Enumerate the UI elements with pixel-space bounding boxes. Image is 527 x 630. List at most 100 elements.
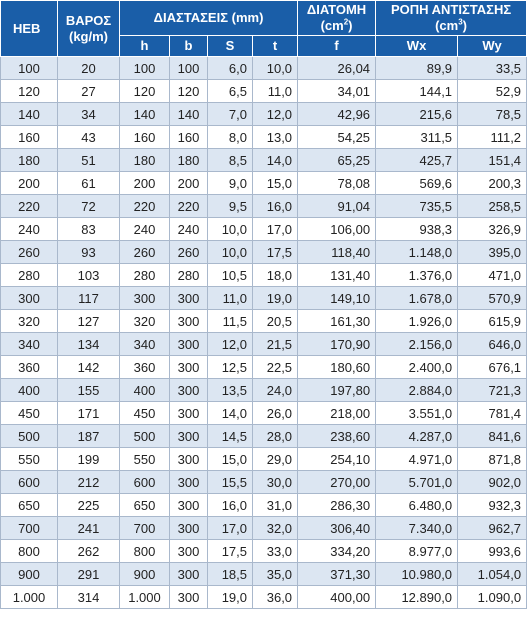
heb-cell: 550 xyxy=(0,447,58,471)
moment-column-header: ΡΟΠΗ ΑΝΤΙΣΤΑΣΗΣ (cm3) xyxy=(375,0,527,36)
wy-cell: 200,3 xyxy=(457,171,527,195)
weight-cell: 51 xyxy=(57,148,120,172)
wy-cell: 1.054,0 xyxy=(457,562,527,586)
f-cell: 218,00 xyxy=(297,401,377,425)
table-row: 900 291 900 300 18,5 35,0 371,30 10.980,0 1.054,… xyxy=(0,562,527,586)
wx-cell: 7.340,0 xyxy=(375,516,459,540)
b-cell: 300 xyxy=(169,378,208,402)
table-row: 280 103 280 280 10,5 18,0 131,40 1.376,0 471,0 xyxy=(0,263,527,287)
heb-cell: 140 xyxy=(0,102,58,126)
h-cell: 140 xyxy=(119,102,170,126)
s-cell: 9,0 xyxy=(207,171,253,195)
b-cell: 300 xyxy=(169,539,208,563)
heb-cell: 120 xyxy=(0,79,58,103)
h-cell: 120 xyxy=(119,79,170,103)
moment-header-line2: (cm3) xyxy=(435,17,467,33)
f-cell: 26,04 xyxy=(297,56,377,80)
wx-cell: 4.971,0 xyxy=(375,447,459,471)
f-column-header: f xyxy=(297,35,377,57)
table-row: 320 127 320 300 11,5 20,5 161,30 1.926,0 615,9 xyxy=(0,309,527,333)
wx-cell: 215,6 xyxy=(375,102,459,126)
h-cell: 800 xyxy=(119,539,170,563)
wx-cell: 1.926,0 xyxy=(375,309,459,333)
wx-cell: 6.480,0 xyxy=(375,493,459,517)
t-column-header: t xyxy=(251,35,299,57)
weight-cell: 61 xyxy=(57,171,120,195)
heb-cell: 320 xyxy=(0,309,58,333)
b-cell: 300 xyxy=(169,493,208,517)
s-cell: 14,0 xyxy=(207,401,253,425)
wy-cell: 615,9 xyxy=(457,309,527,333)
h-cell: 1.000 xyxy=(119,585,170,609)
t-cell: 24,0 xyxy=(251,378,299,402)
t-cell: 26,0 xyxy=(251,401,299,425)
wx-cell: 1.148,0 xyxy=(375,240,459,264)
wy-cell: 395,0 xyxy=(457,240,527,264)
heb-cell: 900 xyxy=(0,562,58,586)
wy-cell: 258,5 xyxy=(457,194,527,218)
wx-cell: 2.884,0 xyxy=(375,378,459,402)
wy-cell: 781,4 xyxy=(457,401,527,425)
weight-cell: 225 xyxy=(57,493,120,517)
weight-cell: 241 xyxy=(57,516,120,540)
f-cell: 197,80 xyxy=(297,378,377,402)
b-cell: 140 xyxy=(169,102,208,126)
b-cell: 220 xyxy=(169,194,208,218)
wx-cell: 1.678,0 xyxy=(375,286,459,310)
f-cell: 118,40 xyxy=(297,240,377,264)
b-cell: 240 xyxy=(169,217,208,241)
table-row: 700 241 700 300 17,0 32,0 306,40 7.340,0 962,7 xyxy=(0,516,527,540)
f-cell: 149,10 xyxy=(297,286,377,310)
b-cell: 300 xyxy=(169,309,208,333)
f-cell: 270,00 xyxy=(297,470,377,494)
h-cell: 400 xyxy=(119,378,170,402)
wy-cell: 33,5 xyxy=(457,56,527,80)
heb-cell: 400 xyxy=(0,378,58,402)
weight-cell: 93 xyxy=(57,240,120,264)
s-cell: 17,0 xyxy=(207,516,253,540)
weight-header-line2: (kg/m) xyxy=(69,28,108,44)
t-cell: 28,0 xyxy=(251,424,299,448)
heb-cell: 180 xyxy=(0,148,58,172)
heb-cell: 240 xyxy=(0,217,58,241)
heb-cell: 1.000 xyxy=(0,585,58,609)
weight-cell: 291 xyxy=(57,562,120,586)
h-cell: 180 xyxy=(119,148,170,172)
weight-column-header: ΒΑΡΟΣ (kg/m) xyxy=(57,0,120,57)
table-row: 220 72 220 220 9,5 16,0 91,04 735,5 258,5 xyxy=(0,194,527,218)
b-cell: 300 xyxy=(169,470,208,494)
t-cell: 16,0 xyxy=(251,194,299,218)
b-cell: 300 xyxy=(169,585,208,609)
s-cell: 17,5 xyxy=(207,539,253,563)
table-row: 1.000 314 1.000 300 19,0 36,0 400,00 12.890,0 1.… xyxy=(0,585,527,609)
t-cell: 29,0 xyxy=(251,447,299,471)
s-cell: 11,5 xyxy=(207,309,253,333)
wy-cell: 646,0 xyxy=(457,332,527,356)
b-cell: 100 xyxy=(169,56,208,80)
table-row: 100 20 100 100 6,0 10,0 26,04 89,9 33,5 xyxy=(0,56,527,80)
section-header-line2: (cm2) xyxy=(320,17,353,33)
wy-cell: 962,7 xyxy=(457,516,527,540)
wx-cell: 3.551,0 xyxy=(375,401,459,425)
table-row: 160 43 160 160 8,0 13,0 54,25 311,5 111,2 xyxy=(0,125,527,149)
wy-cell: 151,4 xyxy=(457,148,527,172)
f-cell: 78,08 xyxy=(297,171,377,195)
table-row: 500 187 500 300 14,5 28,0 238,60 4.287,0 841,6 xyxy=(0,424,527,448)
table-row: 550 199 550 300 15,0 29,0 254,10 4.971,0 871,8 xyxy=(0,447,527,471)
heb-cell: 200 xyxy=(0,171,58,195)
t-cell: 19,0 xyxy=(251,286,299,310)
f-cell: 180,60 xyxy=(297,355,377,379)
s-cell: 15,5 xyxy=(207,470,253,494)
b-cell: 300 xyxy=(169,447,208,471)
t-cell: 31,0 xyxy=(251,493,299,517)
f-cell: 334,20 xyxy=(297,539,377,563)
wy-cell: 78,5 xyxy=(457,102,527,126)
h-cell: 600 xyxy=(119,470,170,494)
b-cell: 160 xyxy=(169,125,208,149)
weight-cell: 314 xyxy=(57,585,120,609)
f-cell: 400,00 xyxy=(297,585,377,609)
b-cell: 300 xyxy=(169,424,208,448)
h-cell: 650 xyxy=(119,493,170,517)
section-column-header: ΔΙΑΤΟΜΗ (cm2) xyxy=(297,0,377,36)
wx-cell: 311,5 xyxy=(375,125,459,149)
